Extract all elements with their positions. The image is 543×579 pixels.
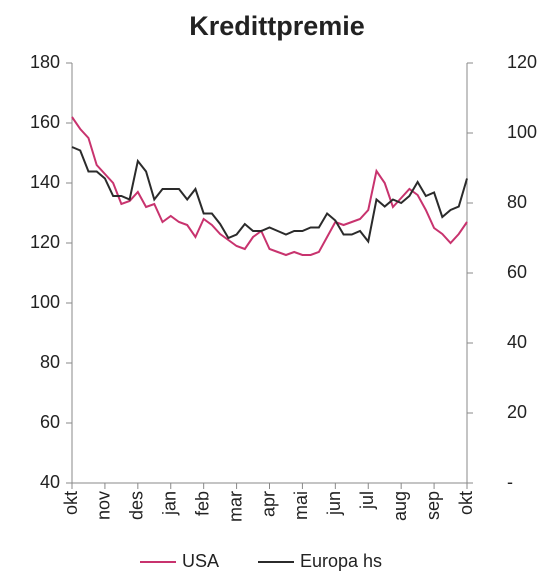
x-tick-label: mai	[291, 491, 311, 520]
x-tick-label: jan	[160, 491, 180, 516]
y2-tick-label: 100	[507, 122, 537, 142]
legend-label: Europa hs	[300, 551, 382, 571]
y-tick-label: 80	[40, 352, 60, 372]
x-tick-label: jun	[324, 491, 344, 516]
y2-tick-label: 60	[507, 262, 527, 282]
y2-tick-label: -	[507, 472, 513, 492]
chart-title: Kredittpremie	[189, 11, 365, 41]
y-tick-label: 100	[30, 292, 60, 312]
x-tick-label: feb	[192, 491, 212, 516]
x-tick-label: des	[127, 491, 147, 520]
y2-tick-label: 120	[507, 52, 537, 72]
x-tick-label: jul	[357, 491, 377, 510]
x-tick-label: nov	[94, 491, 114, 520]
y-tick-label: 120	[30, 232, 60, 252]
x-tick-label: okt	[61, 491, 81, 515]
y-tick-label: 40	[40, 472, 60, 492]
x-tick-label: apr	[258, 491, 278, 517]
x-tick-label: aug	[390, 491, 410, 521]
y-tick-label: 140	[30, 172, 60, 192]
y2-tick-label: 80	[507, 192, 527, 212]
x-tick-label: mar	[225, 491, 245, 522]
y-tick-label: 160	[30, 112, 60, 132]
legend-label: USA	[182, 551, 219, 571]
x-tick-label: sep	[423, 491, 443, 520]
y-tick-label: 60	[40, 412, 60, 432]
y2-tick-label: 20	[507, 402, 527, 422]
line-series	[71, 146, 468, 244]
line-series	[71, 116, 468, 257]
x-tick-label: okt	[456, 491, 476, 515]
y-tick-label: 180	[30, 52, 60, 72]
y2-tick-label: 40	[507, 332, 527, 352]
